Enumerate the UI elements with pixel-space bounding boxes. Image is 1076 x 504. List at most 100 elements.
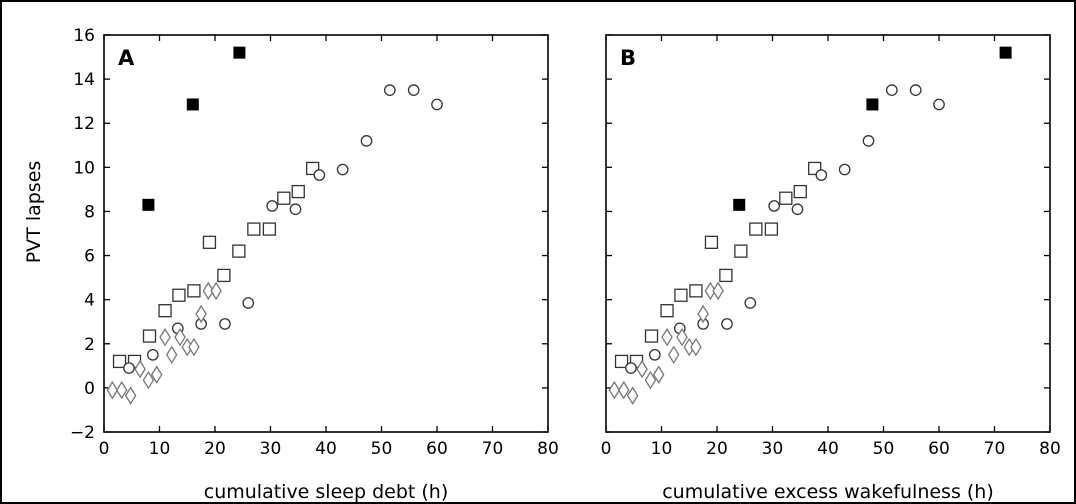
data-point-open-square xyxy=(202,235,217,249)
data-point-open-circle xyxy=(146,348,159,361)
panel-letter: B xyxy=(620,46,636,70)
data-point-open-diamond xyxy=(174,327,186,347)
data-point-open-square xyxy=(719,268,733,283)
data-point-open-diamond xyxy=(106,380,119,400)
x-tick-label: 30 xyxy=(260,439,282,459)
data-point-open-circle xyxy=(289,203,302,216)
data-point-open-circle xyxy=(266,200,279,212)
data-point-open-diamond xyxy=(704,281,717,301)
data-point-open-diamond xyxy=(644,370,657,390)
x-tick-label: 80 xyxy=(537,439,559,459)
y-axis-title: PVT lapses xyxy=(23,161,45,264)
data-point-open-square xyxy=(142,329,157,343)
data-point-open-diamond xyxy=(159,327,171,347)
data-point-open-diamond xyxy=(115,380,128,400)
x-tick-label: 50 xyxy=(873,439,895,459)
data-point-filled-square xyxy=(233,46,246,59)
y-tick-label: −2 xyxy=(70,423,95,443)
data-point-open-square xyxy=(262,222,277,236)
x-axis-title: cumulative sleep debt (h) xyxy=(204,481,449,503)
data-point-open-square xyxy=(764,222,779,236)
panel-a: 0 10 20 30 40 50 60 70 80−20246810121416Acumulat… xyxy=(70,26,559,503)
data-point-open-circle xyxy=(360,135,373,147)
plot-frame xyxy=(103,34,549,433)
y-tick-label: 12 xyxy=(73,114,95,134)
data-point-open-diamond xyxy=(202,281,215,301)
y-tick-label: 2 xyxy=(84,335,95,355)
data-point-open-diamond xyxy=(188,337,200,357)
data-point-open-diamond xyxy=(667,345,680,365)
x-tick-label: 20 xyxy=(204,439,226,459)
data-point-open-diamond xyxy=(142,370,155,390)
x-tick-label: 0 xyxy=(99,439,110,459)
data-point-open-circle xyxy=(242,297,255,309)
data-point-open-square xyxy=(674,288,688,302)
data-point-open-circle xyxy=(336,163,349,176)
x-tick-label: 0 xyxy=(601,439,612,459)
data-point-open-square xyxy=(734,244,748,258)
x-tick-label: 40 xyxy=(817,439,839,459)
data-point-open-diamond xyxy=(124,386,137,405)
data-point-filled-square xyxy=(733,198,746,211)
data-point-open-circle xyxy=(838,163,851,176)
data-point-open-square xyxy=(779,191,793,205)
x-tick-label: 10 xyxy=(149,439,171,459)
data-point-open-circle xyxy=(219,318,231,330)
data-point-open-diamond xyxy=(150,365,163,384)
y-tick-label: 10 xyxy=(73,158,95,178)
data-point-open-square xyxy=(793,184,807,199)
data-point-open-circle xyxy=(909,84,922,96)
data-point-filled-square xyxy=(142,198,155,211)
data-point-open-square xyxy=(749,222,763,236)
data-point-open-square xyxy=(247,222,261,236)
y-tick-label: 16 xyxy=(73,26,95,46)
x-tick-label: 60 xyxy=(426,439,448,459)
data-point-open-circle xyxy=(862,135,875,147)
data-point-open-square xyxy=(232,244,246,258)
data-point-open-square xyxy=(277,191,291,205)
data-point-open-diamond xyxy=(134,359,146,379)
data-point-open-square xyxy=(112,354,127,369)
data-point-open-diamond xyxy=(617,380,630,400)
data-point-open-circle xyxy=(123,362,135,374)
x-tick-label: 70 xyxy=(984,439,1006,459)
x-tick-label: 30 xyxy=(762,439,784,459)
data-point-open-square xyxy=(689,284,703,298)
y-tick-label: 6 xyxy=(84,247,95,267)
data-point-open-square xyxy=(217,268,231,283)
y-tick-label: 4 xyxy=(84,291,95,311)
data-point-open-circle xyxy=(383,84,396,96)
data-point-open-diamond xyxy=(165,345,178,365)
data-point-open-circle xyxy=(721,318,733,330)
data-point-open-square xyxy=(291,184,305,199)
y-tick-label: 8 xyxy=(84,202,95,222)
data-point-filled-square xyxy=(999,46,1012,59)
data-point-open-diamond xyxy=(195,304,207,324)
data-point-open-square xyxy=(172,288,186,302)
x-tick-label: 70 xyxy=(482,439,504,459)
data-point-open-circle xyxy=(791,203,804,216)
data-point-filled-square xyxy=(866,98,879,111)
data-point-open-circle xyxy=(768,200,781,212)
x-tick-label: 50 xyxy=(371,439,393,459)
data-point-open-circle xyxy=(431,98,443,111)
data-point-open-circle xyxy=(933,98,945,111)
data-point-open-diamond xyxy=(661,327,673,347)
data-point-open-circle xyxy=(407,84,420,96)
data-point-open-diamond xyxy=(676,327,688,347)
data-point-open-circle xyxy=(744,297,757,309)
data-point-open-square xyxy=(704,235,719,249)
data-point-open-circle xyxy=(885,84,898,96)
data-point-filled-square xyxy=(186,98,199,111)
data-point-open-square xyxy=(158,304,172,318)
data-point-open-circle xyxy=(815,169,828,181)
x-tick-label: 60 xyxy=(928,439,950,459)
data-point-open-square xyxy=(614,354,629,369)
data-point-open-diamond xyxy=(690,337,702,357)
x-tick-label: 80 xyxy=(1039,439,1061,459)
data-point-open-square xyxy=(187,284,201,298)
data-point-open-diamond xyxy=(712,281,724,301)
